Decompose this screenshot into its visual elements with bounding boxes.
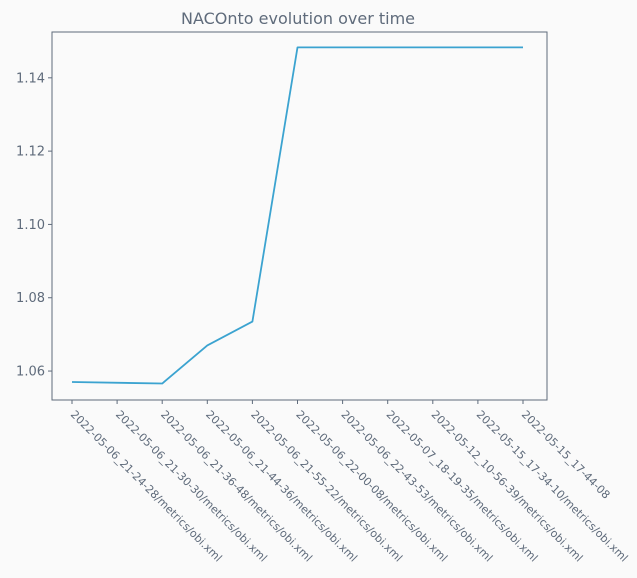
y-tick-label: 1.08 [16, 291, 45, 306]
plot-area: 1.061.081.101.121.142022-05-06_21-24-28/… [16, 31, 630, 565]
y-tick-label: 1.14 [16, 71, 45, 86]
y-tick-label: 1.10 [16, 218, 45, 233]
chart-title: NACOnto evolution over time [181, 9, 415, 28]
series-line [71, 46, 523, 385]
x-tick-label: 2022-05-15_17-44-08 [519, 408, 613, 502]
y-tick-label: 1.12 [16, 145, 45, 160]
y-tick-label: 1.06 [16, 365, 45, 380]
plot-frame [51, 31, 548, 401]
